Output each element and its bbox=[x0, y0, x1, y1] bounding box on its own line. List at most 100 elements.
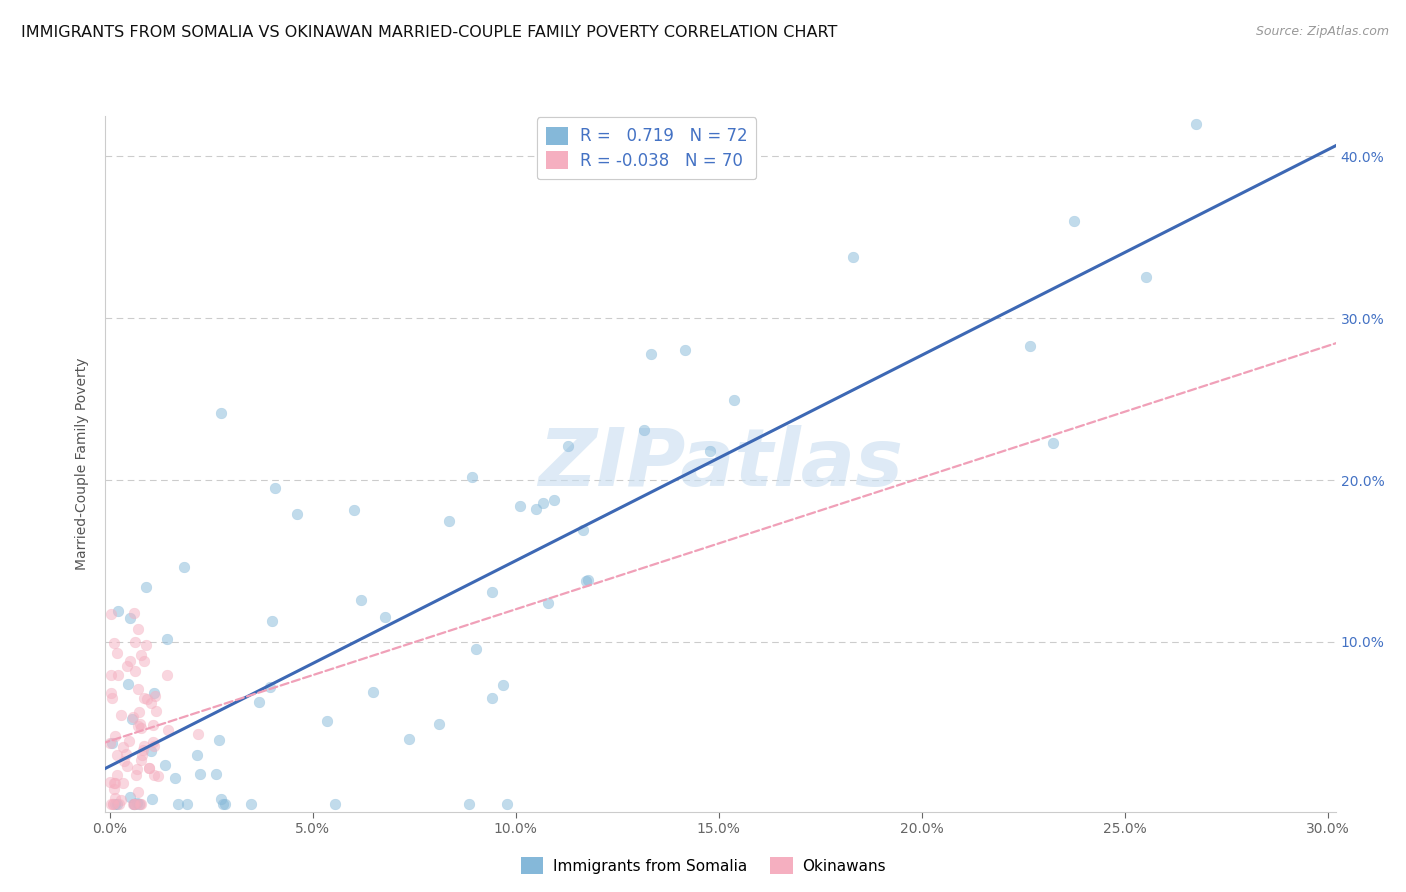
Point bbox=[576, 574, 599, 588]
Point bbox=[139, 696, 162, 710]
Point bbox=[491, 678, 513, 692]
Point bbox=[127, 682, 149, 697]
Point bbox=[153, 757, 176, 772]
Point bbox=[122, 606, 145, 620]
Point bbox=[316, 714, 339, 728]
Point bbox=[122, 797, 145, 811]
Point bbox=[141, 744, 163, 758]
Point bbox=[112, 754, 135, 768]
Point bbox=[212, 797, 235, 811]
Point bbox=[132, 654, 155, 668]
Legend: Immigrants from Somalia, Okinawans: Immigrants from Somalia, Okinawans bbox=[515, 851, 891, 880]
Point bbox=[104, 797, 127, 811]
Point bbox=[1019, 338, 1042, 352]
Point bbox=[124, 797, 146, 811]
Point bbox=[142, 735, 165, 749]
Point bbox=[427, 717, 450, 731]
Point bbox=[186, 748, 208, 763]
Point bbox=[129, 648, 152, 663]
Point bbox=[531, 495, 554, 509]
Text: Source: ZipAtlas.com: Source: ZipAtlas.com bbox=[1256, 25, 1389, 38]
Point bbox=[103, 636, 125, 650]
Point bbox=[557, 439, 579, 453]
Point bbox=[108, 797, 131, 811]
Point bbox=[100, 686, 122, 700]
Point bbox=[156, 668, 179, 682]
Point bbox=[138, 761, 160, 775]
Point bbox=[101, 797, 124, 811]
Point bbox=[398, 731, 420, 746]
Point bbox=[132, 743, 155, 757]
Point bbox=[496, 797, 519, 811]
Point bbox=[209, 792, 232, 806]
Point bbox=[125, 796, 148, 810]
Point bbox=[101, 690, 124, 705]
Point bbox=[214, 797, 236, 811]
Point bbox=[110, 707, 132, 722]
Point bbox=[1135, 270, 1157, 285]
Point bbox=[142, 717, 165, 731]
Point bbox=[239, 797, 262, 811]
Point bbox=[439, 514, 461, 528]
Point bbox=[249, 695, 271, 709]
Point bbox=[524, 502, 547, 516]
Point bbox=[101, 736, 124, 750]
Point bbox=[640, 347, 662, 361]
Point bbox=[509, 499, 531, 513]
Point bbox=[673, 343, 696, 357]
Point bbox=[101, 797, 124, 811]
Point bbox=[118, 654, 141, 668]
Point bbox=[260, 614, 283, 628]
Point bbox=[110, 793, 132, 807]
Point bbox=[127, 622, 149, 636]
Point bbox=[132, 739, 155, 753]
Point bbox=[129, 797, 152, 811]
Point bbox=[188, 766, 211, 780]
Point bbox=[633, 423, 655, 437]
Text: ZIPatlas: ZIPatlas bbox=[538, 425, 903, 503]
Point bbox=[165, 771, 187, 785]
Point bbox=[699, 444, 721, 458]
Point bbox=[141, 791, 163, 805]
Point bbox=[100, 668, 122, 682]
Point bbox=[465, 641, 488, 656]
Point bbox=[127, 762, 149, 776]
Point bbox=[145, 704, 167, 718]
Point bbox=[481, 585, 503, 599]
Point bbox=[343, 503, 366, 517]
Point bbox=[122, 710, 145, 724]
Point bbox=[323, 797, 346, 811]
Point bbox=[105, 646, 128, 660]
Point bbox=[173, 560, 195, 574]
Point bbox=[111, 776, 134, 790]
Legend: R =   0.719   N = 72, R = -0.038   N = 70: R = 0.719 N = 72, R = -0.038 N = 70 bbox=[537, 118, 756, 178]
Point bbox=[571, 523, 593, 537]
Point bbox=[107, 603, 129, 617]
Point bbox=[127, 785, 149, 799]
Point bbox=[143, 689, 166, 703]
Point bbox=[458, 797, 481, 811]
Point bbox=[129, 716, 152, 731]
Point bbox=[374, 610, 396, 624]
Point bbox=[350, 592, 373, 607]
Point bbox=[120, 789, 142, 804]
Point bbox=[120, 611, 142, 625]
Point bbox=[104, 729, 127, 743]
Point bbox=[125, 768, 148, 782]
Point bbox=[105, 797, 128, 811]
Point bbox=[121, 712, 143, 726]
Point bbox=[148, 769, 170, 783]
Point bbox=[105, 768, 128, 782]
Point bbox=[115, 759, 138, 773]
Point bbox=[131, 747, 153, 762]
Point bbox=[115, 747, 138, 761]
Point bbox=[128, 705, 150, 719]
Point bbox=[104, 775, 127, 789]
Point bbox=[143, 768, 166, 782]
Point bbox=[461, 470, 484, 484]
Point bbox=[176, 797, 198, 811]
Point bbox=[103, 781, 125, 796]
Point bbox=[361, 685, 384, 699]
Point bbox=[124, 665, 146, 679]
Point bbox=[118, 734, 141, 748]
